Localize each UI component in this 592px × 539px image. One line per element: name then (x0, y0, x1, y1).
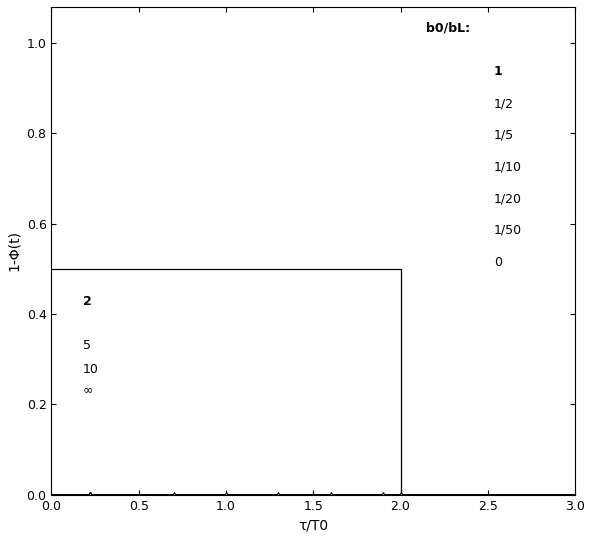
Text: 5: 5 (83, 340, 91, 353)
Text: 1: 1 (494, 65, 503, 79)
Text: 1/10: 1/10 (494, 161, 522, 174)
Text: 1/20: 1/20 (494, 192, 522, 205)
Text: 1/50: 1/50 (494, 224, 522, 237)
Text: b0/bL:: b0/bL: (426, 22, 470, 34)
Text: ∞: ∞ (83, 383, 93, 396)
Text: 2: 2 (83, 295, 92, 308)
X-axis label: τ/T0: τ/T0 (298, 518, 329, 532)
Text: 0: 0 (494, 255, 502, 268)
Text: 10: 10 (83, 363, 99, 376)
Text: 1/5: 1/5 (494, 129, 514, 142)
Y-axis label: 1-Φ(t): 1-Φ(t) (7, 230, 21, 271)
Text: 1/2: 1/2 (494, 97, 514, 110)
